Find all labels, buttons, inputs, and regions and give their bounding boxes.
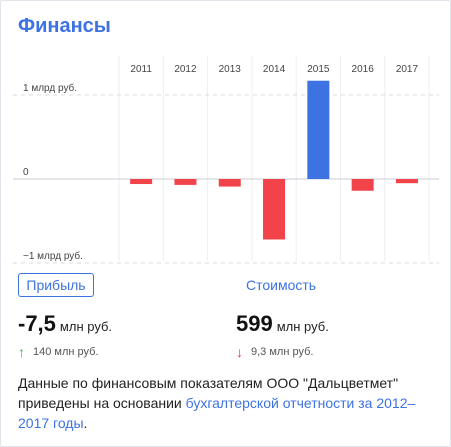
x-tick-label: 2012 (174, 64, 197, 75)
arrow-up-icon: ↑ (18, 344, 25, 360)
cost-change-value: 9,3 млн руб. (251, 346, 314, 358)
cost-change: ↓ 9,3 млн руб. (236, 344, 313, 360)
x-tick-label: 2011 (130, 64, 152, 75)
cost-unit: млн руб. (276, 319, 329, 334)
cost-metric: 599 млн руб. (236, 311, 329, 337)
x-tick-label: 2013 (219, 64, 242, 75)
cost-value: 599 (236, 311, 273, 336)
bar-2014[interactable] (263, 179, 286, 240)
profit-unit: млн руб. (59, 319, 113, 334)
x-tick-label: 2017 (396, 64, 419, 75)
bar-2013[interactable] (218, 179, 241, 187)
bar-2017[interactable] (395, 179, 418, 184)
x-tick-label: 2015 (307, 64, 330, 75)
x-tick-label: 2014 (263, 64, 286, 75)
y-tick-label: 1 млрд руб. (23, 82, 77, 94)
profit-value: -7,5 (18, 311, 56, 336)
bar-2012[interactable] (174, 179, 197, 185)
bar-2011[interactable] (130, 179, 153, 185)
arrow-down-icon: ↓ (236, 344, 243, 360)
x-tick-label: 2016 (352, 64, 375, 75)
cost-link[interactable]: Стоимость (246, 277, 317, 293)
profit-button[interactable]: Прибыль (18, 273, 94, 297)
accounting-report-link[interactable]: бухгалтерской отчетности за 2012–2017 го… (18, 395, 416, 431)
bar-2015[interactable] (307, 80, 330, 179)
finance-bar-chart: 1 млрд руб. 0 −1 млрд руб. 2011 2012 2013 2014… (13, 56, 439, 264)
profit-change-value: 140 млн руб. (33, 346, 99, 358)
data-source-note: Данные по финансовым показателям ООО "Да… (18, 373, 438, 433)
profit-metric: -7,5 млн руб. (18, 311, 112, 337)
bar-2016[interactable] (351, 179, 374, 191)
y-tick-label: 0 (23, 167, 29, 178)
y-tick-label: −1 млрд руб. (23, 250, 83, 262)
profit-change: ↑ 140 млн руб. (18, 344, 99, 360)
footnote-end: . (83, 415, 88, 431)
footnote-text: Данные по финансовым показателям ООО "Да… (18, 375, 399, 411)
page-title: Финансы (18, 15, 111, 37)
